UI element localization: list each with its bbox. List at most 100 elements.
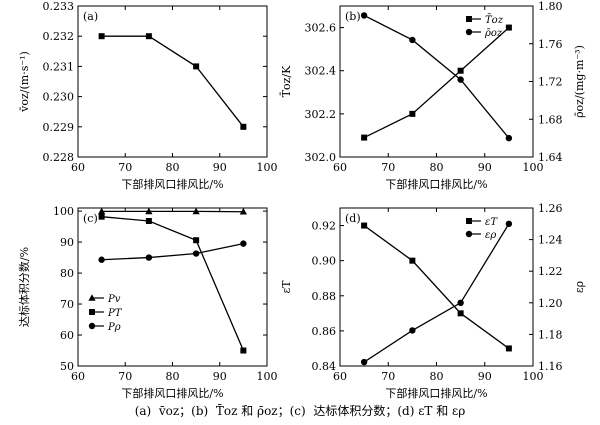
- x-tick-label: 80: [430, 161, 444, 174]
- x-axis-label: 下部排风口排风比/%: [121, 177, 223, 191]
- y2-tick-label: 1.20: [538, 297, 563, 310]
- x-axis-label: 下部排风口排风比/%: [385, 386, 487, 400]
- data-point: [145, 218, 152, 225]
- data-point: [457, 67, 464, 74]
- data-point: [409, 327, 416, 334]
- legend-marker: [88, 294, 96, 301]
- data-point: [240, 240, 247, 247]
- y-tick-label: 50: [60, 360, 74, 373]
- x-tick-label: 80: [166, 161, 180, 174]
- y-tick-label: 0.232: [43, 30, 75, 43]
- y-tick-label: 60: [60, 329, 74, 342]
- legend-marker: [89, 309, 95, 315]
- y-tick-label: 302.0: [305, 151, 337, 164]
- data-point: [98, 256, 105, 263]
- x-tick-label: 100: [257, 161, 278, 174]
- data-point: [98, 33, 105, 40]
- y-tick-label: 0.92: [312, 220, 337, 233]
- x-tick-label: 90: [213, 161, 227, 174]
- data-point: [240, 123, 247, 130]
- y2-tick-label: 1.26: [538, 202, 563, 215]
- x-tick-label: 60: [333, 370, 347, 383]
- data-point: [505, 134, 513, 142]
- data-point: [145, 254, 153, 261]
- legend-marker: [465, 230, 473, 238]
- x-tick-label: 70: [381, 370, 395, 383]
- x-tick-label: 70: [118, 370, 132, 383]
- x-axis-label: 下部排风口排风比/%: [385, 177, 487, 191]
- y-tick-label: 0.229: [43, 121, 75, 134]
- panel-label: (b): [345, 10, 361, 23]
- legend-label: ρ̄oz: [484, 28, 503, 39]
- data-point: [505, 345, 512, 352]
- panel-label: (d): [345, 212, 361, 225]
- y-axis-label: 达标体积分数/%: [17, 247, 31, 327]
- data-point: [409, 36, 416, 44]
- series-line: [363, 223, 510, 363]
- x-tick-label: 100: [523, 161, 544, 174]
- data-point: [360, 12, 368, 19]
- data-point: [361, 222, 368, 229]
- y-tick-label: 0.233: [43, 0, 75, 13]
- data-point: [505, 220, 513, 227]
- y-axis-label: T̄oz/K: [280, 65, 293, 97]
- x-tick-label: 60: [71, 370, 85, 383]
- y2-tick-label: 1.76: [538, 38, 563, 51]
- data-point: [193, 63, 200, 70]
- y-axis-label: v̄oz/(m·s⁻¹): [18, 51, 31, 113]
- y-tick-label: 0.88: [312, 290, 337, 303]
- y-tick-label: 100: [53, 205, 74, 218]
- y-tick-label: 0.230: [43, 91, 75, 104]
- data-point: [98, 207, 106, 215]
- legend-marker: [88, 322, 96, 330]
- x-tick-label: 80: [430, 370, 444, 383]
- y-tick-label: 0.90: [312, 255, 337, 268]
- data-point: [145, 33, 152, 40]
- data-point: [239, 207, 247, 215]
- x-tick-label: 60: [333, 161, 347, 174]
- x-tick-label: 90: [213, 370, 227, 383]
- figure-caption: (a) v̄oz；(b) T̄oz 和 ρ̄oz；(c) 达标体积分数；(d) …: [134, 404, 466, 418]
- y-tick-label: 302.6: [305, 22, 337, 35]
- y-tick-label: 0.84: [312, 360, 337, 373]
- data-point: [240, 347, 247, 354]
- legend-marker: [466, 218, 472, 224]
- y2-tick-label: 1.72: [538, 76, 563, 89]
- y-tick-label: 80: [60, 267, 74, 280]
- series-line: [101, 242, 244, 261]
- y-tick-label: 0.86: [312, 325, 337, 338]
- y2-tick-label: 1.18: [538, 328, 563, 341]
- series-line: [363, 27, 510, 139]
- y2-axis-label: ρ̄oz/(mg·m⁻³): [573, 45, 586, 118]
- y2-axis-label: ερ: [573, 281, 586, 293]
- legend-label: εT: [485, 217, 498, 228]
- x-tick-label: 70: [381, 161, 395, 174]
- y2-tick-label: 1.80: [538, 0, 563, 13]
- data-point: [457, 299, 464, 306]
- x-axis-label: 下部排风口排风比/%: [121, 386, 223, 400]
- series-line: [101, 216, 244, 351]
- data-point: [192, 250, 200, 257]
- y-tick-label: 0.231: [43, 60, 75, 73]
- y-tick-label: 70: [60, 298, 74, 311]
- legend-label: Pv: [107, 294, 121, 305]
- y2-tick-label: 1.68: [538, 113, 563, 126]
- x-tick-label: 90: [478, 161, 492, 174]
- legend-marker: [465, 28, 473, 36]
- y2-tick-label: 1.22: [538, 265, 563, 278]
- y-axis-label: εT: [280, 280, 293, 294]
- legend-marker: [466, 16, 472, 22]
- data-point: [505, 24, 512, 31]
- y2-tick-label: 1.24: [538, 234, 563, 247]
- y-tick-label: 302.4: [305, 65, 337, 78]
- x-tick-label: 70: [118, 161, 132, 174]
- plot-frame: [77, 207, 268, 367]
- data-point: [98, 213, 105, 220]
- panel-label: (a): [83, 10, 98, 23]
- data-point: [361, 134, 368, 141]
- data-point: [192, 207, 200, 215]
- x-tick-label: 90: [478, 370, 492, 383]
- x-tick-label: 80: [166, 370, 180, 383]
- data-point: [457, 76, 464, 83]
